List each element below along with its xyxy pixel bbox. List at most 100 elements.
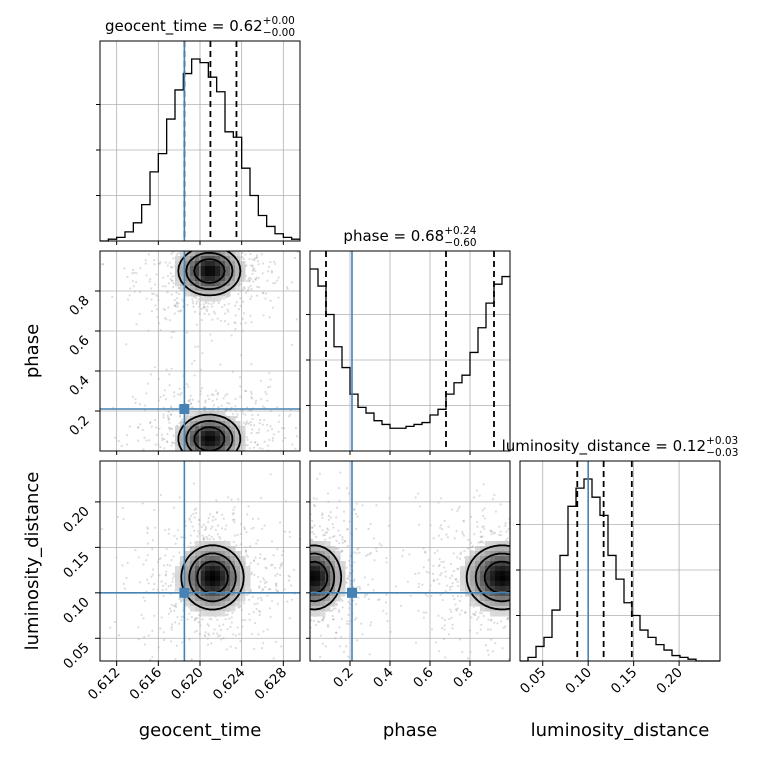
sample-point	[193, 630, 196, 634]
sample-point	[459, 551, 463, 554]
density-cell	[185, 266, 191, 272]
sample-point	[194, 511, 198, 515]
sample-point	[234, 646, 237, 650]
sample-point	[172, 434, 175, 437]
sample-point	[181, 418, 184, 421]
density-cell	[175, 431, 181, 437]
sample-point	[338, 645, 341, 648]
density-cell	[335, 566, 341, 572]
sample-point	[532, 612, 534, 614]
sample-point	[188, 612, 191, 615]
density-cell	[195, 431, 201, 437]
sample-point	[192, 478, 194, 480]
sample-point	[534, 541, 536, 543]
sample-point	[196, 535, 199, 538]
sample-point	[194, 297, 198, 300]
sample-point	[546, 595, 548, 597]
sample-point	[162, 638, 166, 642]
sample-point	[175, 243, 177, 245]
density-cell	[200, 291, 206, 297]
sample-point	[175, 605, 178, 609]
density-cell	[240, 441, 246, 447]
sample-point	[515, 558, 517, 560]
density-cell	[200, 581, 206, 587]
sample-point	[211, 305, 214, 308]
sample-point	[177, 310, 180, 313]
sample-point	[504, 522, 507, 525]
sample-point	[191, 215, 193, 217]
sample-point	[491, 498, 495, 501]
density-cell	[495, 586, 501, 592]
sample-point	[290, 563, 292, 565]
sample-point	[531, 521, 533, 523]
sample-point	[517, 626, 519, 628]
sample-point	[297, 566, 299, 568]
sample-point	[266, 279, 269, 282]
density-cell	[215, 576, 221, 582]
sample-point	[473, 613, 476, 616]
sample-point	[536, 529, 538, 531]
density-cell	[490, 571, 496, 577]
sample-point	[331, 608, 334, 612]
density-cell	[330, 556, 336, 562]
sample-point	[565, 561, 567, 563]
sample-point	[131, 268, 135, 271]
density-cell	[180, 436, 186, 442]
sample-point	[343, 539, 346, 543]
density-cell	[225, 261, 231, 267]
sample-point	[439, 574, 442, 577]
sample-point	[352, 580, 356, 583]
sample-point	[436, 578, 439, 581]
panel-frame	[309, 460, 511, 662]
sample-point	[203, 220, 205, 222]
sample-point	[180, 452, 182, 454]
sample-point	[243, 528, 246, 531]
sample-point	[477, 541, 480, 544]
sample-point	[201, 245, 203, 247]
sample-point	[253, 603, 256, 606]
sample-point	[262, 314, 265, 317]
sample-point	[230, 201, 232, 203]
density-cell	[185, 291, 191, 297]
sample-point	[189, 467, 191, 469]
sample-point	[193, 230, 195, 232]
sample-point	[139, 423, 142, 426]
sample-point	[538, 561, 540, 563]
sample-point	[165, 453, 167, 455]
sample-point	[297, 605, 299, 607]
sample-point	[534, 558, 536, 560]
sample-point	[155, 433, 158, 436]
sample-point	[447, 525, 450, 528]
sample-point	[557, 556, 559, 558]
sample-point	[150, 228, 152, 230]
sample-point	[152, 493, 154, 495]
sample-point	[600, 640, 602, 642]
sample-point	[203, 305, 206, 308]
density-cell	[200, 561, 206, 567]
density-cell	[310, 596, 316, 602]
sample-point	[291, 512, 293, 514]
sample-point	[457, 507, 460, 510]
sample-point	[294, 588, 296, 590]
sample-point	[172, 285, 175, 289]
sample-point	[531, 561, 533, 563]
sample-point	[234, 248, 236, 250]
sample-point	[174, 621, 177, 624]
sample-point	[174, 603, 178, 606]
density-cell	[480, 606, 486, 612]
density-cell	[205, 611, 211, 617]
sample-point	[302, 602, 304, 604]
sample-point	[164, 573, 168, 576]
sample-point	[119, 464, 121, 466]
sample-point	[589, 561, 591, 563]
sample-point	[385, 561, 388, 564]
sample-point	[249, 277, 253, 281]
sample-point	[170, 367, 173, 370]
sample-point	[165, 479, 167, 481]
density-cell	[490, 586, 496, 592]
sample-point	[256, 413, 260, 417]
sample-point	[230, 498, 233, 501]
sample-point	[186, 383, 189, 386]
scatter-phase-luminosity_distance	[290, 471, 602, 661]
density-cell	[175, 276, 181, 282]
